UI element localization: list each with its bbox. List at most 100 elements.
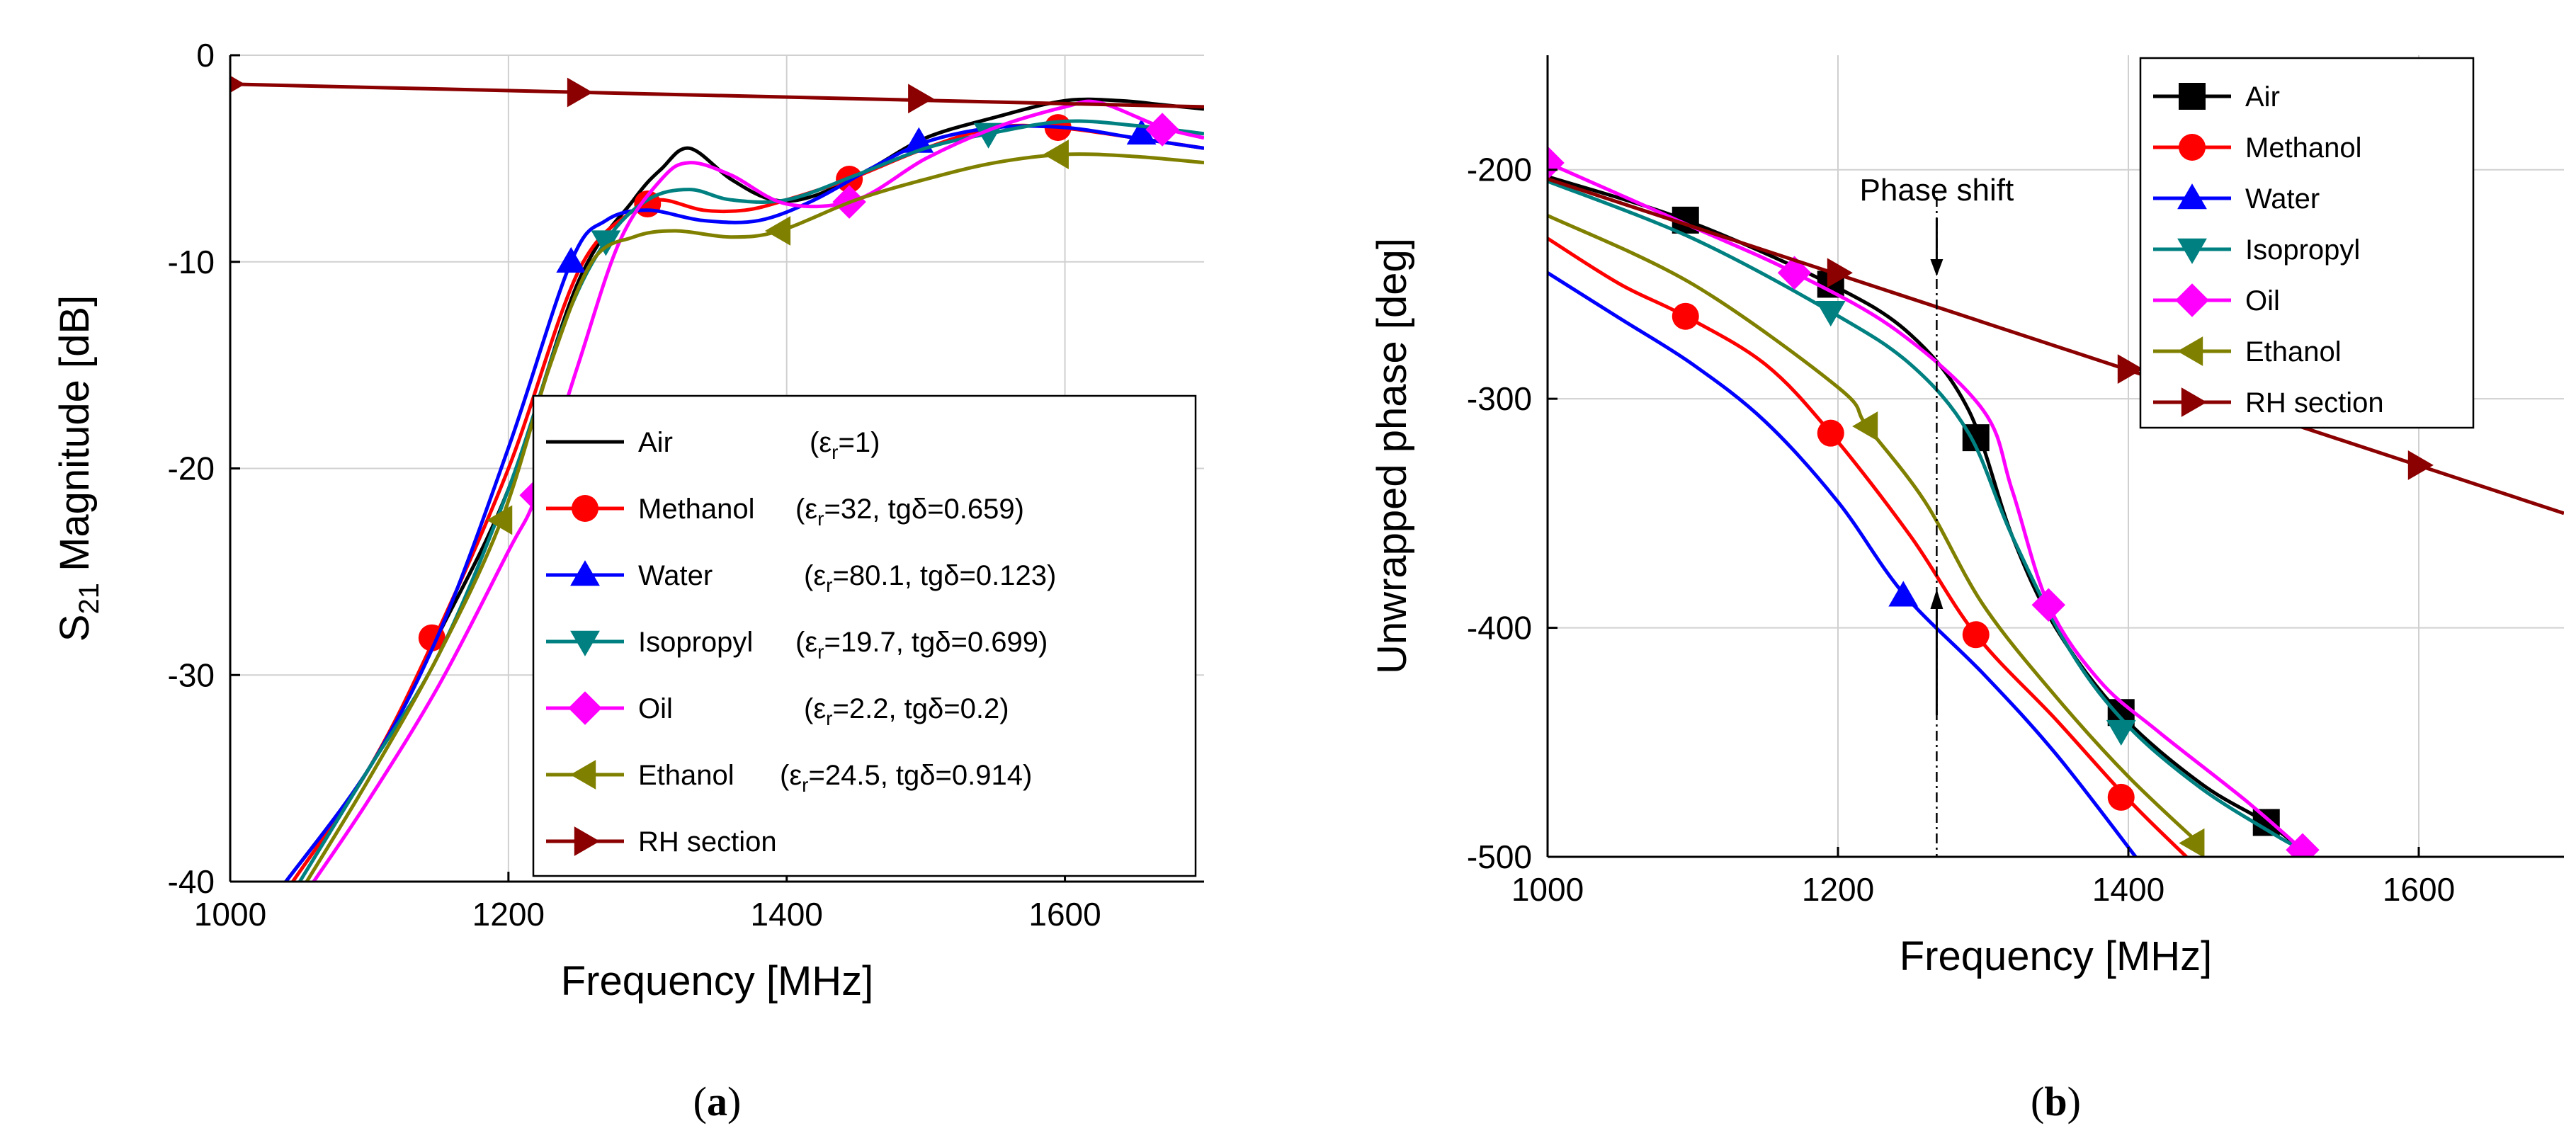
legend-props-b-a-4: =2.2, tgδ=0.2) bbox=[832, 693, 1009, 724]
legend-props-b-a-5: =24.5, tgδ=0.914) bbox=[808, 760, 1032, 791]
legend-label-b-1: Methanol bbox=[2245, 132, 2362, 164]
annotation-arrow-up-head bbox=[1930, 589, 1944, 609]
legend-label-b-2: Water bbox=[2245, 183, 2320, 215]
data-point-a-2-0 bbox=[556, 246, 586, 273]
legend-box-a bbox=[532, 394, 1197, 877]
data-point-b-6-0 bbox=[1827, 258, 1853, 288]
legend-b: Air Methanol Water Isopropyl Oil Ethanol RH se… bbox=[2139, 57, 2475, 429]
data-point-b-1-2 bbox=[1962, 621, 1990, 649]
legend-marker-b-3 bbox=[2177, 238, 2207, 264]
legend-marker-b-5 bbox=[2177, 336, 2203, 366]
legend-marker-b-1 bbox=[2179, 134, 2206, 161]
data-point-a-2-2 bbox=[1126, 118, 1157, 145]
legend-label-a-0: Air bbox=[638, 427, 673, 458]
x-tick-label-a-2: 1400 bbox=[751, 896, 823, 933]
legend-props-a-3: (εr=19.7, tgδ=0.699) bbox=[795, 627, 1048, 663]
legend-props-a-a-0: (ε bbox=[810, 427, 832, 458]
data-point-a-6-0 bbox=[230, 75, 245, 93]
series-line-b-1 bbox=[1548, 237, 2188, 857]
legend-props-sub-a-4: r bbox=[826, 707, 832, 729]
legend-props-a-a-1: (ε bbox=[795, 494, 817, 525]
legend-marker-a-3 bbox=[570, 630, 600, 656]
y-tick-label-a-2: -20 bbox=[168, 450, 215, 487]
panel-caption-close-b: ) bbox=[2067, 1078, 2081, 1125]
legend-a: Air (εr=1)Methanol (εr=32, tgδ=0.659)Water… bbox=[532, 394, 1197, 877]
legend-label-a-2: Water bbox=[638, 560, 713, 591]
legend-marker-a-1 bbox=[572, 495, 598, 522]
annotation-arrow-down-head bbox=[1930, 259, 1944, 276]
x-tick-label-a-0: 1000 bbox=[194, 896, 266, 933]
y-axis-title-a: S21 Magnitude [dB] bbox=[52, 295, 105, 642]
legend-label-a-3: Isopropyl bbox=[638, 627, 753, 658]
data-point-b-6-2 bbox=[2407, 450, 2434, 480]
data-point-a-3-1 bbox=[973, 123, 1004, 149]
legend-label-a-4: Oil bbox=[638, 693, 673, 724]
legend-props-a-0: (εr=1) bbox=[810, 427, 880, 463]
legend-marker-b-2 bbox=[2177, 183, 2207, 210]
y-tick-label-a-3: -30 bbox=[168, 656, 215, 693]
annotation-b: Phase shift bbox=[1860, 173, 2014, 857]
chart-a: 1000 1200 1400 1600 0 -10 -20 -30 -40 Frequency [… bbox=[52, 37, 1204, 1125]
legend-props-a-1: (εr=32, tgδ=0.659) bbox=[795, 494, 1024, 530]
legend-props-a-2: (εr=80.1, tgδ=0.123) bbox=[804, 560, 1056, 596]
x-tick-label-b-1: 1200 bbox=[1802, 871, 1874, 908]
data-point-b-5-0 bbox=[1852, 411, 1878, 441]
y-tick-label-b-3: -500 bbox=[1467, 838, 1532, 875]
data-point-b-2-0 bbox=[1888, 581, 1919, 607]
x-tick-label-b-2: 1400 bbox=[2092, 871, 2164, 908]
legend-label-b-3: Isopropyl bbox=[2245, 234, 2360, 266]
data-point-b-6-1 bbox=[2117, 354, 2143, 384]
series-line-b-2 bbox=[1548, 271, 2138, 857]
legend-marker-b-4 bbox=[2175, 283, 2209, 317]
x-tick-label-a-1: 1200 bbox=[472, 896, 545, 933]
legend-props-sub-a-5: r bbox=[802, 774, 808, 796]
legend-props-b-a-1: =32, tgδ=0.659) bbox=[824, 494, 1023, 525]
panel-caption-close-a: ) bbox=[727, 1078, 741, 1125]
data-point-a-5-1 bbox=[764, 216, 791, 246]
x-axis-title-b: Frequency [MHz] bbox=[1900, 933, 2213, 979]
legend-label-b-5: Ethanol bbox=[2245, 336, 2342, 368]
series-line-b-3 bbox=[1548, 179, 2304, 852]
panel-caption-letter-b: b bbox=[2044, 1078, 2067, 1125]
y-tick-label-a-0: 0 bbox=[196, 37, 215, 74]
legend-label-a-5: Ethanol bbox=[638, 760, 734, 791]
x-tick-label-a-3: 1600 bbox=[1028, 896, 1101, 933]
data-point-a-3-0 bbox=[591, 230, 621, 256]
legend-props-a-a-3: (ε bbox=[795, 627, 817, 658]
y-tick-label-a-4: -40 bbox=[168, 863, 215, 900]
legend-props-a-a-5: (ε bbox=[780, 760, 802, 791]
legend-props-b-a-3: =19.7, tgδ=0.699) bbox=[824, 627, 1048, 658]
x-tick-label-b-0: 1000 bbox=[1511, 871, 1584, 908]
legend-marker-b-6 bbox=[2181, 387, 2207, 417]
legend-label-a-6: RH section bbox=[638, 826, 777, 858]
data-point-b-4-3 bbox=[2286, 833, 2320, 857]
data-point-b-3-1 bbox=[2106, 719, 2136, 746]
legend-props-a-a-4: (ε bbox=[804, 693, 826, 724]
legend-props-a-a-2: (ε bbox=[804, 560, 826, 591]
data-point-b-5-1 bbox=[2179, 828, 2205, 857]
legend-label-b-4: Oil bbox=[2245, 285, 2280, 317]
y-tick-label-b-1: -300 bbox=[1467, 380, 1532, 417]
series-line-b-4 bbox=[1548, 161, 2304, 852]
legend-props-a-5: (εr=24.5, tgδ=0.914) bbox=[780, 760, 1032, 796]
data-point-a-5-2 bbox=[1043, 140, 1069, 169]
data-point-b-3-0 bbox=[1815, 301, 1846, 327]
legend-props-b-a-0: =1) bbox=[838, 427, 880, 458]
y-axis-title-sub-a: 21 bbox=[74, 583, 105, 615]
series-group-b bbox=[1548, 146, 2564, 857]
data-point-a-4-2 bbox=[1145, 113, 1179, 147]
legend-label-a-1: Methanol bbox=[638, 494, 755, 525]
data-point-a-6-2 bbox=[908, 84, 934, 114]
legend-marker-a-4 bbox=[568, 691, 602, 725]
y-tick-label-b-0: -200 bbox=[1467, 152, 1532, 188]
legend-props-a-4: (εr=2.2, tgδ=0.2) bbox=[804, 693, 1009, 729]
chart-b: 1000 1200 1400 1600 -200 -300 -400 -500 Frequenc… bbox=[1369, 55, 2564, 1125]
panel-caption-b: (b) bbox=[2031, 1078, 2081, 1125]
legend-marker-a-6 bbox=[574, 826, 600, 856]
legend-props-sub-a-3: r bbox=[817, 641, 824, 663]
series-line-a-5 bbox=[305, 152, 1204, 882]
data-point-b-1-1 bbox=[1817, 419, 1844, 447]
series-line-a-4 bbox=[312, 99, 1204, 882]
legend-label-b-6: RH section bbox=[2245, 387, 2384, 419]
series-line-a-2 bbox=[284, 124, 1204, 882]
